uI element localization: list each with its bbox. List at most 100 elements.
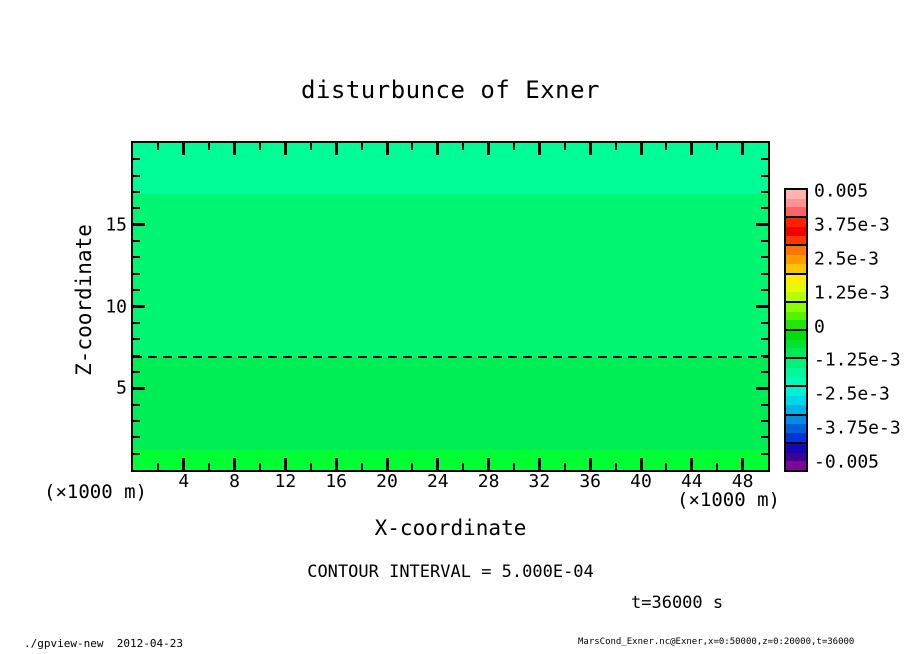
colorbar-stripe bbox=[786, 198, 806, 208]
axis-tick bbox=[761, 403, 768, 406]
axis-tick bbox=[133, 403, 140, 406]
axis-tick bbox=[639, 458, 643, 470]
plot-area bbox=[131, 141, 770, 472]
colorbar-tick-label: 1.25e-3 bbox=[814, 282, 890, 304]
axis-tick bbox=[588, 143, 592, 155]
axis-tick bbox=[690, 143, 694, 155]
colorbar-stripe bbox=[786, 452, 806, 462]
axis-tick bbox=[741, 143, 745, 155]
colorbar-tick-label: -3.75e-3 bbox=[814, 417, 901, 439]
colorbar-tick-label: 0.005 bbox=[814, 180, 869, 202]
axis-tick bbox=[588, 458, 592, 470]
axis-tick bbox=[761, 191, 768, 194]
axis-tick bbox=[614, 143, 617, 150]
colorbar-tick-label: -0.005 bbox=[814, 451, 880, 473]
axis-tick bbox=[233, 458, 237, 470]
axis-tick bbox=[360, 463, 363, 470]
axis-tick bbox=[761, 419, 768, 422]
colorbar-segment bbox=[786, 441, 806, 471]
axis-tick bbox=[761, 338, 768, 341]
axis-tick bbox=[639, 143, 643, 155]
axis-tick bbox=[462, 463, 465, 470]
axis-tick bbox=[614, 463, 617, 470]
colorbar-segment bbox=[786, 357, 806, 386]
axis-tick bbox=[741, 458, 745, 470]
axis-tick bbox=[690, 458, 694, 470]
x-tick-label: 24 bbox=[426, 471, 449, 492]
x-tick-label: 44 bbox=[680, 471, 703, 492]
colorbar-stripe bbox=[786, 274, 806, 284]
axis-tick bbox=[182, 458, 186, 470]
axis-tick bbox=[761, 370, 768, 373]
colorbar-stripe bbox=[786, 255, 806, 264]
axis-tick bbox=[133, 207, 140, 210]
colorbar-segment bbox=[786, 216, 806, 245]
contour-fill-band bbox=[133, 357, 768, 451]
axis-tick bbox=[563, 463, 566, 470]
axis-tick bbox=[411, 463, 414, 470]
axis-tick bbox=[436, 458, 440, 470]
x-tick-label: 16 bbox=[325, 471, 348, 492]
axis-tick bbox=[334, 458, 338, 470]
axis-tick bbox=[761, 354, 768, 357]
x-tick-label: 40 bbox=[630, 471, 652, 492]
axis-tick bbox=[208, 463, 211, 470]
colorbar-tick-label: 0 bbox=[814, 316, 825, 337]
z-axis-unit: (×1000 m) bbox=[44, 481, 147, 503]
colorbar-stripe bbox=[786, 359, 806, 368]
axis-tick bbox=[133, 240, 140, 243]
axis-tick bbox=[133, 289, 140, 292]
axis-tick bbox=[182, 143, 186, 155]
axis-tick bbox=[334, 143, 338, 155]
colorbar-stripe bbox=[786, 218, 806, 227]
axis-tick bbox=[563, 143, 566, 150]
time-annotation: t=36000 s bbox=[631, 593, 724, 613]
colorbar-stripe bbox=[786, 207, 806, 217]
axis-tick bbox=[756, 223, 768, 227]
axis-tick bbox=[133, 272, 140, 275]
colorbar-stripe bbox=[786, 331, 806, 340]
axis-tick bbox=[385, 458, 389, 470]
contour-fill-band bbox=[133, 143, 768, 194]
axis-tick bbox=[513, 463, 515, 470]
x-tick-label: 8 bbox=[229, 471, 241, 492]
axis-tick bbox=[133, 354, 140, 357]
axis-tick bbox=[761, 174, 768, 177]
axis-tick bbox=[761, 321, 768, 324]
colorbar-stripe bbox=[786, 387, 806, 397]
colorbar-stripe bbox=[786, 246, 806, 256]
axis-tick bbox=[360, 143, 363, 150]
x-axis-title: X-coordinate bbox=[374, 516, 527, 540]
colorbar-tick-label: 3.75e-3 bbox=[814, 214, 890, 236]
colorbar-segment bbox=[786, 300, 806, 330]
axis-tick bbox=[716, 463, 719, 470]
z-tick-label: 10 bbox=[105, 296, 127, 317]
colorbar-stripe bbox=[786, 311, 806, 321]
colorbar-stripe bbox=[786, 461, 806, 471]
colorbar-stripe bbox=[786, 235, 806, 245]
axis-tick bbox=[233, 143, 237, 155]
axis-tick bbox=[157, 143, 160, 150]
axis-tick bbox=[133, 321, 140, 324]
footer-command-line: ./gpview-new 2012-04-23 bbox=[24, 637, 183, 650]
colorbar-segment bbox=[786, 413, 806, 442]
axis-tick bbox=[385, 143, 389, 155]
x-tick-label: 48 bbox=[731, 471, 754, 492]
colorbar-stripe bbox=[786, 190, 806, 199]
colorbar-segment bbox=[786, 329, 806, 358]
x-tick-label: 36 bbox=[579, 471, 602, 492]
colorbar-stripe bbox=[786, 263, 806, 273]
axis-tick bbox=[133, 191, 140, 194]
x-axis-unit: (×1000 m) bbox=[677, 489, 780, 511]
axis-tick bbox=[756, 305, 768, 308]
footer-data-source: MarsCond_Exner.nc@Exner,x=0:50000,z=0:20… bbox=[578, 637, 855, 647]
colorbar-stripe bbox=[786, 424, 806, 434]
axis-tick bbox=[436, 143, 440, 155]
colorbar-tick-label: -2.5e-3 bbox=[814, 383, 890, 405]
axis-tick bbox=[761, 207, 768, 210]
colorbar-stripe bbox=[786, 348, 806, 358]
colorbar-stripe bbox=[786, 367, 806, 377]
axis-tick bbox=[133, 158, 140, 161]
axis-tick bbox=[133, 370, 140, 373]
